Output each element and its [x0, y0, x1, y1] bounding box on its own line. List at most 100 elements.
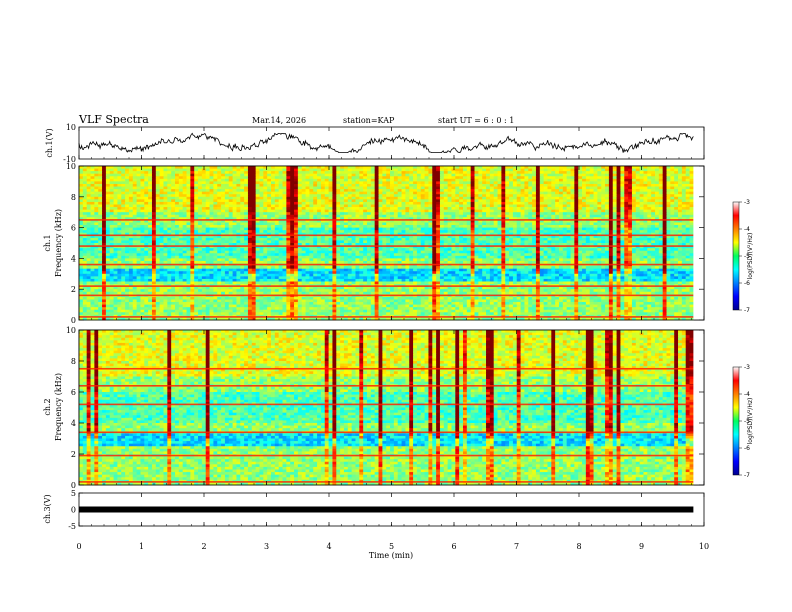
- ch1-spectrogram-cell: [363, 222, 368, 226]
- ch1-spectrogram-cell: [148, 227, 153, 231]
- ch1-spectrogram-cell: [178, 168, 184, 172]
- ch1-spectrogram-cell: [274, 194, 280, 198]
- ch1-spectrogram-cell: [247, 191, 253, 195]
- ch1-spectrogram-cell: [313, 212, 318, 216]
- ch1-spectrogram-cell: [370, 230, 376, 234]
- ch1-spectrogram-cell: [631, 217, 637, 221]
- ch1-spectrogram-cell: [558, 166, 564, 169]
- ch1-spectrogram-cell: [224, 189, 230, 193]
- ch1-spectrogram-cell: [482, 214, 487, 218]
- ch1-spectrogram-cell: [148, 171, 153, 175]
- ch1-spectrogram-cell: [159, 186, 164, 190]
- ch1-spectrogram-cell: [674, 232, 679, 236]
- ch1-spectrogram-cell: [332, 222, 337, 226]
- ch1-spectrogram-cell: [654, 219, 660, 223]
- ch1-spectrogram-cell: [689, 217, 694, 221]
- ch1-spectrogram-cell: [582, 181, 587, 185]
- ch1-spectrogram-cell: [470, 189, 475, 193]
- ch1-spectrogram-cell: [94, 219, 99, 223]
- ch1-spectrogram-cell: [482, 173, 487, 177]
- ch1-spectrogram-cell: [578, 237, 583, 241]
- ch1-spectrogram-cell: [286, 189, 291, 193]
- ch1-spectrogram-cell: [420, 217, 425, 221]
- ch1-spectrogram-cell: [501, 217, 506, 221]
- ch1-spectrogram-cell: [317, 176, 322, 180]
- ch1-spectrogram-cell: [566, 212, 571, 216]
- ch1-spectrogram-cell: [639, 217, 644, 221]
- ch1-spectrogram-cell: [205, 181, 210, 185]
- ch1-spectrogram-cell: [82, 235, 88, 239]
- ch1-spectrogram-cell: [128, 166, 134, 169]
- ch1-spectrogram-cell: [309, 194, 314, 198]
- ch1-spectrogram-cell: [582, 173, 587, 177]
- ch1-spectrogram-cell: [351, 225, 356, 228]
- ch1-spectrogram-cell: [109, 201, 114, 205]
- ch1-spectrogram-cell: [532, 183, 537, 187]
- ch1-spectrogram-cell: [616, 199, 621, 203]
- ch1-spectrogram-cell: [313, 183, 318, 187]
- ch1-spectrogram-cell: [678, 178, 683, 182]
- ch1-spectrogram-cell: [217, 240, 222, 244]
- ch1-spectrogram-cell: [416, 227, 422, 231]
- ch1-spectrogram-cell: [451, 230, 456, 234]
- ch1-spectrogram-cell: [432, 171, 437, 175]
- ch1-spectrogram-cell: [658, 214, 664, 218]
- ch1-spectrogram-cell: [689, 237, 694, 241]
- ch1-spectrogram-cell: [328, 176, 333, 180]
- ch1-spectrogram-cell: [155, 173, 161, 177]
- ch1-spectrogram-cell: [405, 171, 410, 175]
- ch1-spectrogram-cell: [209, 201, 214, 205]
- ch1-spectrogram-cell: [247, 171, 253, 175]
- ch1-spectrogram-cell: [247, 178, 253, 182]
- ch1-spectrogram-cell: [666, 237, 671, 241]
- ch1-spectrogram-cell: [347, 166, 353, 169]
- ch1-spectrogram-cell: [213, 222, 218, 226]
- ch1-spectrogram-cell: [390, 168, 395, 172]
- ch1-spectrogram-cell: [240, 243, 245, 246]
- ch1-spectrogram-cell: [501, 199, 506, 203]
- ch1-spectrogram-cell: [620, 232, 625, 236]
- ch1-spectrogram-cell: [263, 168, 268, 172]
- ch1-spectrogram-cell: [247, 196, 253, 200]
- ch1-spectrogram-cell: [539, 171, 545, 175]
- ch1-spectrogram-cell: [555, 237, 560, 241]
- ch1-spectrogram-cell: [532, 207, 537, 211]
- ch1-spectrogram-cell: [493, 171, 498, 175]
- ch1-spectrogram-cell: [336, 217, 341, 221]
- ch1-spectrogram-cell: [79, 243, 84, 246]
- ch1-spectrogram-cell: [416, 222, 422, 226]
- ch1-spectrogram-cell: [113, 235, 118, 239]
- ch1-spectrogram-cell: [520, 237, 525, 241]
- ch1-spectrogram-cell: [516, 230, 521, 234]
- ch1-spectrogram-cell: [98, 222, 103, 226]
- ch1-spectrogram-cell: [585, 204, 591, 208]
- ch1-spectrogram-cell: [121, 196, 126, 200]
- ch1-spectrogram-cell: [251, 194, 257, 198]
- ch1-spectrogram-cell: [505, 219, 510, 223]
- ch1-spectrogram-cell: [313, 201, 318, 205]
- ch1-spectrogram-cell: [213, 230, 218, 234]
- ch1-spectrogram-cell: [666, 219, 671, 223]
- ch1-spectrogram-cell: [497, 219, 502, 223]
- ch1-spectrogram-cell: [79, 186, 84, 190]
- ch1-spectrogram-cell: [628, 214, 633, 218]
- ch1-spectrogram-cell: [286, 204, 291, 208]
- ch1-spectrogram-cell: [535, 199, 541, 203]
- ch1-spectrogram-cell: [186, 189, 191, 193]
- ch1-spectrogram-cell: [105, 209, 111, 213]
- ch1-spectrogram-cell: [643, 240, 648, 244]
- ch1-spectrogram-cell: [305, 207, 310, 211]
- ch1-spectrogram-cell: [390, 166, 395, 169]
- ch1-spectrogram-cell: [678, 227, 683, 231]
- ch1-spectrogram-cell: [132, 168, 137, 172]
- ch1-spectrogram-cell: [662, 201, 667, 205]
- ch1-spectrogram-cell: [121, 201, 126, 205]
- ch1-spectrogram-cell: [439, 217, 445, 221]
- ch1-spectrogram-cell: [589, 217, 594, 221]
- ch1-spectrogram-cell: [151, 194, 157, 198]
- ch1-spectrogram-cell: [685, 225, 690, 228]
- ch1-spectrogram-cell: [535, 212, 541, 216]
- ch1-spectrogram-cell: [198, 189, 203, 193]
- ch1-spectrogram-cell: [374, 186, 379, 190]
- ch1-spectrogram-cell: [681, 235, 687, 239]
